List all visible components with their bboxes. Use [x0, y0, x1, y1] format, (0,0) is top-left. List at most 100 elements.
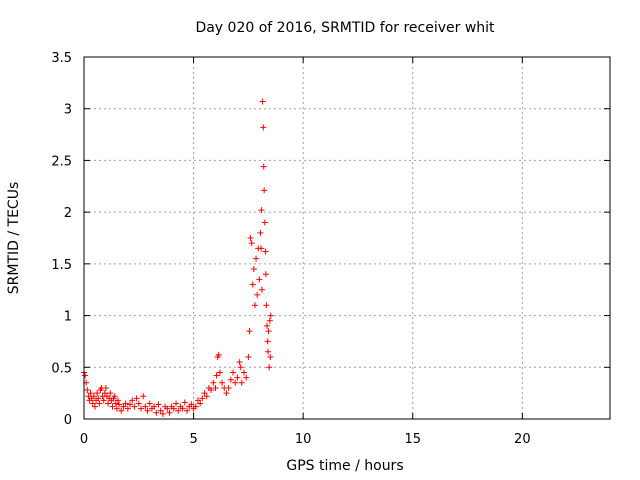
data-point [114, 397, 121, 404]
data-point [232, 379, 239, 386]
data-point [265, 328, 272, 335]
data-point [89, 400, 96, 407]
data-point [216, 369, 223, 376]
data-point [90, 393, 97, 400]
data-point [113, 405, 120, 412]
data-point [155, 401, 162, 408]
data-point [179, 405, 186, 412]
x-tick-label: 20 [514, 432, 531, 447]
data-point [112, 400, 119, 407]
data-point [265, 348, 272, 355]
x-tick-label: 15 [404, 432, 421, 447]
data-point [144, 407, 151, 414]
data-point [201, 390, 208, 397]
data-point [223, 390, 230, 397]
data-point [175, 407, 182, 414]
data-point [266, 317, 273, 324]
data-point [257, 229, 264, 236]
data-point [120, 403, 127, 410]
data-point [260, 163, 267, 170]
data-point [94, 390, 101, 397]
data-point [267, 312, 274, 319]
data-point [107, 390, 114, 397]
data-point [197, 400, 204, 407]
data-point [263, 302, 270, 309]
data-point [251, 302, 258, 309]
data-point [219, 379, 226, 386]
x-axis-label: GPS time / hours [286, 458, 403, 474]
data-point [215, 351, 222, 358]
data-point [140, 393, 147, 400]
data-point [133, 395, 140, 402]
y-tick-label: 3.5 [51, 51, 72, 66]
data-point [95, 395, 102, 402]
data-point [264, 338, 271, 345]
data-point [131, 403, 138, 410]
data-point [82, 372, 89, 379]
data-point [227, 376, 234, 383]
data-point [129, 397, 136, 404]
data-point [164, 405, 171, 412]
data-point [146, 400, 153, 407]
data-point [122, 400, 129, 407]
data-point [199, 395, 206, 402]
data-point [230, 369, 237, 376]
data-point [173, 400, 180, 407]
data-point [135, 400, 142, 407]
data-point [261, 187, 268, 194]
data-point [203, 393, 210, 400]
data-point [124, 405, 131, 412]
data-point [194, 397, 201, 404]
data-point [105, 400, 112, 407]
data-point [253, 255, 260, 262]
y-axis-label: SRMTID / TECUs [6, 182, 22, 295]
tick-layer: 0 0.5 1 1.5 2 2.5 3 3.5 0 5 10 15 20 [51, 51, 610, 447]
data-point [85, 393, 92, 400]
data-point [127, 401, 134, 408]
data-point [170, 405, 177, 412]
x-tick-label: 0 [80, 432, 88, 447]
data-point [208, 387, 215, 394]
data-point [184, 407, 191, 414]
x-tick-label: 10 [295, 432, 312, 447]
data-point [243, 374, 250, 381]
data-point [192, 403, 199, 410]
y-tick-label: 2 [64, 206, 72, 221]
data-point [109, 403, 116, 410]
data-point [262, 271, 269, 278]
data-point [258, 207, 265, 214]
data-point [262, 248, 269, 255]
data-point [267, 353, 274, 360]
data-point [245, 353, 252, 360]
data-point [100, 397, 107, 404]
data-point [188, 401, 195, 408]
data-point [225, 384, 232, 391]
data-point [238, 379, 245, 386]
y-tick-label: 0.5 [51, 361, 72, 376]
data-point [102, 384, 109, 391]
data-point [142, 403, 149, 410]
plot-frame [83, 56, 611, 420]
data-point [87, 390, 94, 397]
y-tick-label: 3 [64, 103, 72, 118]
point-layer [81, 98, 274, 417]
data-point [166, 409, 173, 416]
data-point [240, 369, 247, 376]
data-point [264, 322, 271, 329]
data-point [256, 276, 263, 283]
data-point [266, 364, 273, 371]
data-point [91, 403, 98, 410]
grid-layer [84, 57, 610, 419]
data-point [159, 410, 166, 417]
data-point [111, 393, 118, 400]
data-point [260, 124, 267, 131]
data-point [234, 374, 241, 381]
data-point [249, 281, 256, 288]
data-point [259, 98, 266, 105]
y-tick-label: 0 [64, 413, 72, 428]
data-point [212, 384, 219, 391]
data-point [236, 359, 243, 366]
data-point [151, 403, 158, 410]
data-point [250, 266, 257, 273]
